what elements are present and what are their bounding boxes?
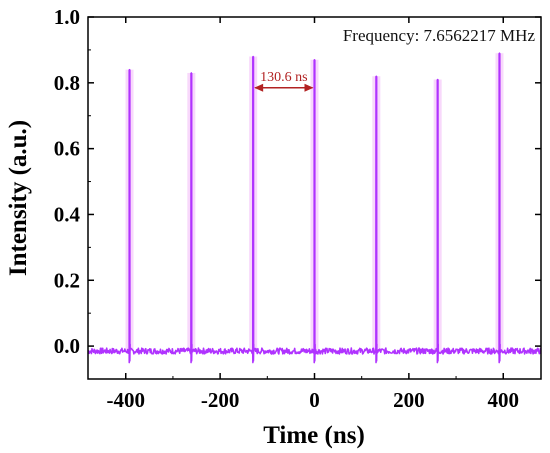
x-tick-label: -200 (201, 388, 240, 412)
y-tick-label: 0.4 (54, 202, 81, 226)
x-axis-title: Time (ns) (263, 422, 365, 449)
period-arrow-head-left (254, 83, 264, 92)
x-tick-label: -400 (107, 388, 146, 412)
y-tick-label: 1.0 (54, 5, 80, 29)
period-arrow-head-right (304, 83, 314, 92)
y-axis-title: Intensity (a.u.) (5, 120, 32, 276)
y-tick-label: 0.6 (54, 137, 80, 161)
plot-area (88, 52, 541, 364)
signal-line (88, 52, 541, 364)
x-tick-label: 200 (393, 388, 425, 412)
series-group (88, 52, 541, 364)
period-label: 130.6 ns (260, 70, 307, 85)
y-tick-label: 0.8 (54, 71, 80, 95)
x-tick-label: 0 (309, 388, 320, 412)
y-tick-label: 0.0 (54, 334, 80, 358)
frequency-label: Frequency: 7.6562217 MHz (343, 26, 536, 45)
y-tick-label: 0.2 (54, 268, 80, 292)
annotations: Frequency: 7.6562217 MHz 130.6 ns (254, 26, 535, 92)
axes: -400 -200 0 200 400 0.0 0.2 0.4 0.6 0.8 1.0 (54, 5, 541, 412)
x-tick-label: 400 (488, 388, 520, 412)
